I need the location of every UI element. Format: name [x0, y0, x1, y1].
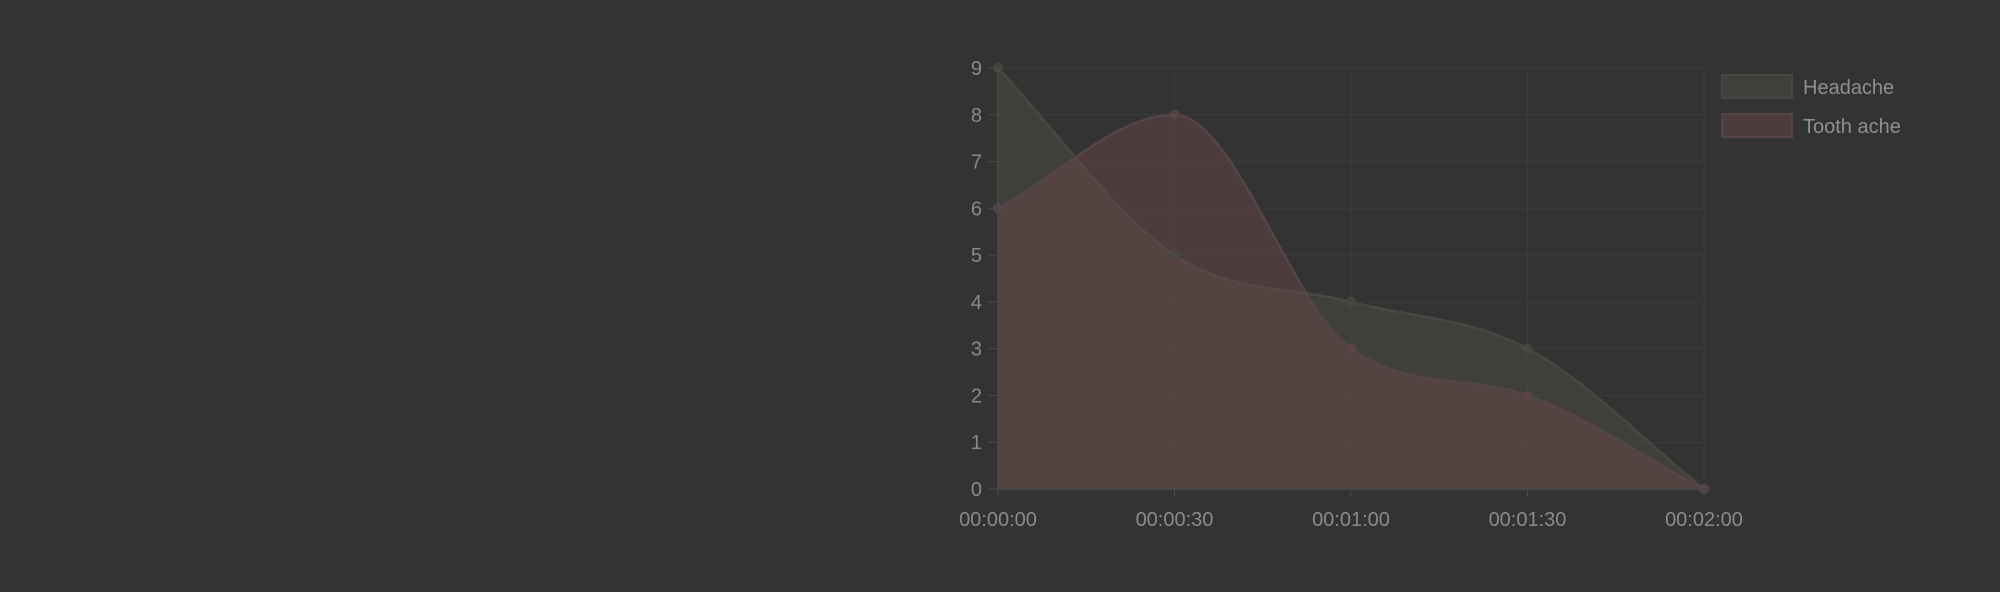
point-headache-1 [1169, 250, 1180, 261]
y-tick-label-0: 0 [971, 479, 982, 501]
y-tick-label-8: 8 [971, 105, 982, 127]
legend: Headache Tooth ache [1721, 74, 1901, 138]
legend-swatch-tooth-ache [1721, 113, 1793, 138]
point-tooth-ache-1 [1169, 109, 1180, 120]
area-tooth-ache [998, 114, 1704, 489]
legend-item-tooth-ache: Tooth ache [1721, 113, 1901, 138]
x-tick-label-3: 00:01:30 [1489, 509, 1567, 531]
point-tooth-ache-2 [1346, 343, 1356, 354]
legend-label-headache: Headache [1803, 77, 1894, 99]
legend-swatch-headache [1721, 74, 1793, 99]
x-tick-label-4: 00:02:00 [1665, 509, 1743, 531]
y-tick-label-9: 9 [971, 58, 982, 80]
point-tooth-ache-3 [1522, 390, 1533, 401]
y-tick-label-6: 6 [971, 198, 982, 220]
legend-label-tooth-ache: Tooth ache [1803, 116, 1901, 138]
y-tick-label-2: 2 [971, 385, 982, 407]
point-headache-3 [1522, 343, 1533, 354]
x-tick-label-1: 00:00:30 [1136, 509, 1214, 531]
axes: 0 1 2 3 4 5 6 7 8 9 00:00:00 00:00:30 00:01:00 00:01:… [959, 58, 1743, 531]
y-tick-label-1: 1 [971, 432, 982, 454]
line-tooth-ache [997, 113, 1705, 491]
y-tick-label-3: 3 [971, 339, 982, 361]
area-headache [998, 68, 1704, 489]
point-headache-2 [1346, 296, 1356, 307]
y-tick-label-4: 4 [971, 292, 982, 314]
y-tick-label-7: 7 [971, 152, 982, 174]
legend-item-headache: Headache [1721, 74, 1894, 99]
x-tick-label-0: 00:00:00 [959, 509, 1037, 531]
y-tick-label-5: 5 [971, 245, 982, 267]
x-tick-label-2: 00:01:00 [1312, 509, 1390, 531]
